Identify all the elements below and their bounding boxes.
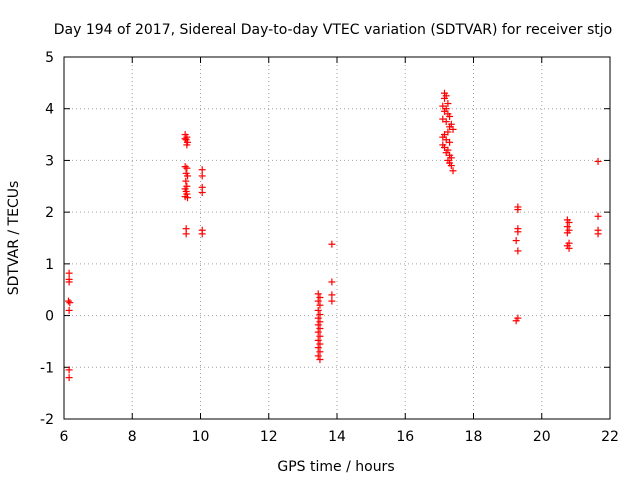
x-tick-label: 14 [328,429,346,445]
x-tick-label: 16 [396,429,414,445]
data-point [446,138,454,146]
data-point [316,311,324,319]
data-point [181,163,189,171]
data-point [328,291,336,299]
data-point [183,141,191,149]
data-point [183,164,191,172]
data-point [181,135,189,143]
data-point [444,100,452,108]
data-point [316,293,324,301]
x-tick-label: 18 [465,429,483,445]
data-point [514,228,522,236]
data-points [64,89,602,382]
data-point [314,344,322,352]
y-axis-label: SDTVAR / TECUs [6,181,22,296]
y-tick-label: 2 [45,205,54,221]
x-tick-label: 6 [60,429,69,445]
data-point [314,297,322,305]
data-point [439,102,447,110]
data-point [594,230,602,238]
data-point [184,172,192,180]
data-point [514,206,522,214]
x-tick-label: 8 [128,429,137,445]
data-point [440,89,448,97]
y-tick-label: 1 [45,257,54,273]
chart-title: Day 194 of 2017, Sidereal Day-to-day VTE… [54,22,612,38]
data-point [65,366,73,374]
data-point [65,278,73,286]
ticks [63,56,611,420]
data-point [563,229,571,237]
y-tick-label: 3 [45,153,54,169]
data-point [65,374,73,382]
data-point [512,317,520,325]
data-point [447,162,455,170]
data-point [198,188,206,196]
data-point [328,278,336,286]
x-axis-label: GPS time / hours [277,459,394,475]
data-point [594,157,602,165]
data-point [184,194,192,202]
x-tick-label: 22 [601,429,619,445]
data-point [314,306,322,314]
data-point [66,299,74,307]
y-tick-label: -2 [40,412,54,428]
y-tick-label: -1 [40,360,54,376]
grid [64,57,610,419]
data-point [316,340,324,348]
data-point [314,314,322,322]
x-tick-label: 12 [260,429,278,445]
x-tick-label: 20 [533,429,551,445]
x-tick-label: 10 [192,429,210,445]
data-point [565,244,573,252]
y-tick-labels: -2 -1 0 1 2 3 4 5 [40,50,54,428]
data-point [198,172,206,180]
data-point [514,247,522,255]
data-point [442,118,450,126]
data-point [316,301,324,309]
y-tick-label: 0 [45,309,54,325]
x-tick-labels: 6 8 10 12 14 16 18 20 22 [60,429,619,445]
data-point [316,332,324,340]
data-point [594,212,602,220]
data-point [314,336,322,344]
data-point [314,328,322,336]
y-tick-label: 5 [45,50,54,66]
data-point [198,166,206,174]
data-point [565,218,573,226]
data-point [316,318,324,326]
y-tick-label: 4 [45,102,54,118]
data-point [314,321,322,329]
data-point [328,297,336,305]
data-point [64,297,72,305]
data-point [563,223,571,231]
data-point [314,290,322,298]
data-point [449,167,457,175]
data-point [65,269,73,277]
data-point [314,352,322,360]
data-point [316,356,324,364]
data-point [316,348,324,356]
data-point [449,125,457,133]
data-point [182,177,190,185]
data-point [182,230,190,238]
data-point [316,325,324,332]
data-point [328,240,336,248]
data-point [65,306,73,314]
data-point [446,112,454,120]
data-point [512,237,520,245]
data-point [198,230,206,238]
